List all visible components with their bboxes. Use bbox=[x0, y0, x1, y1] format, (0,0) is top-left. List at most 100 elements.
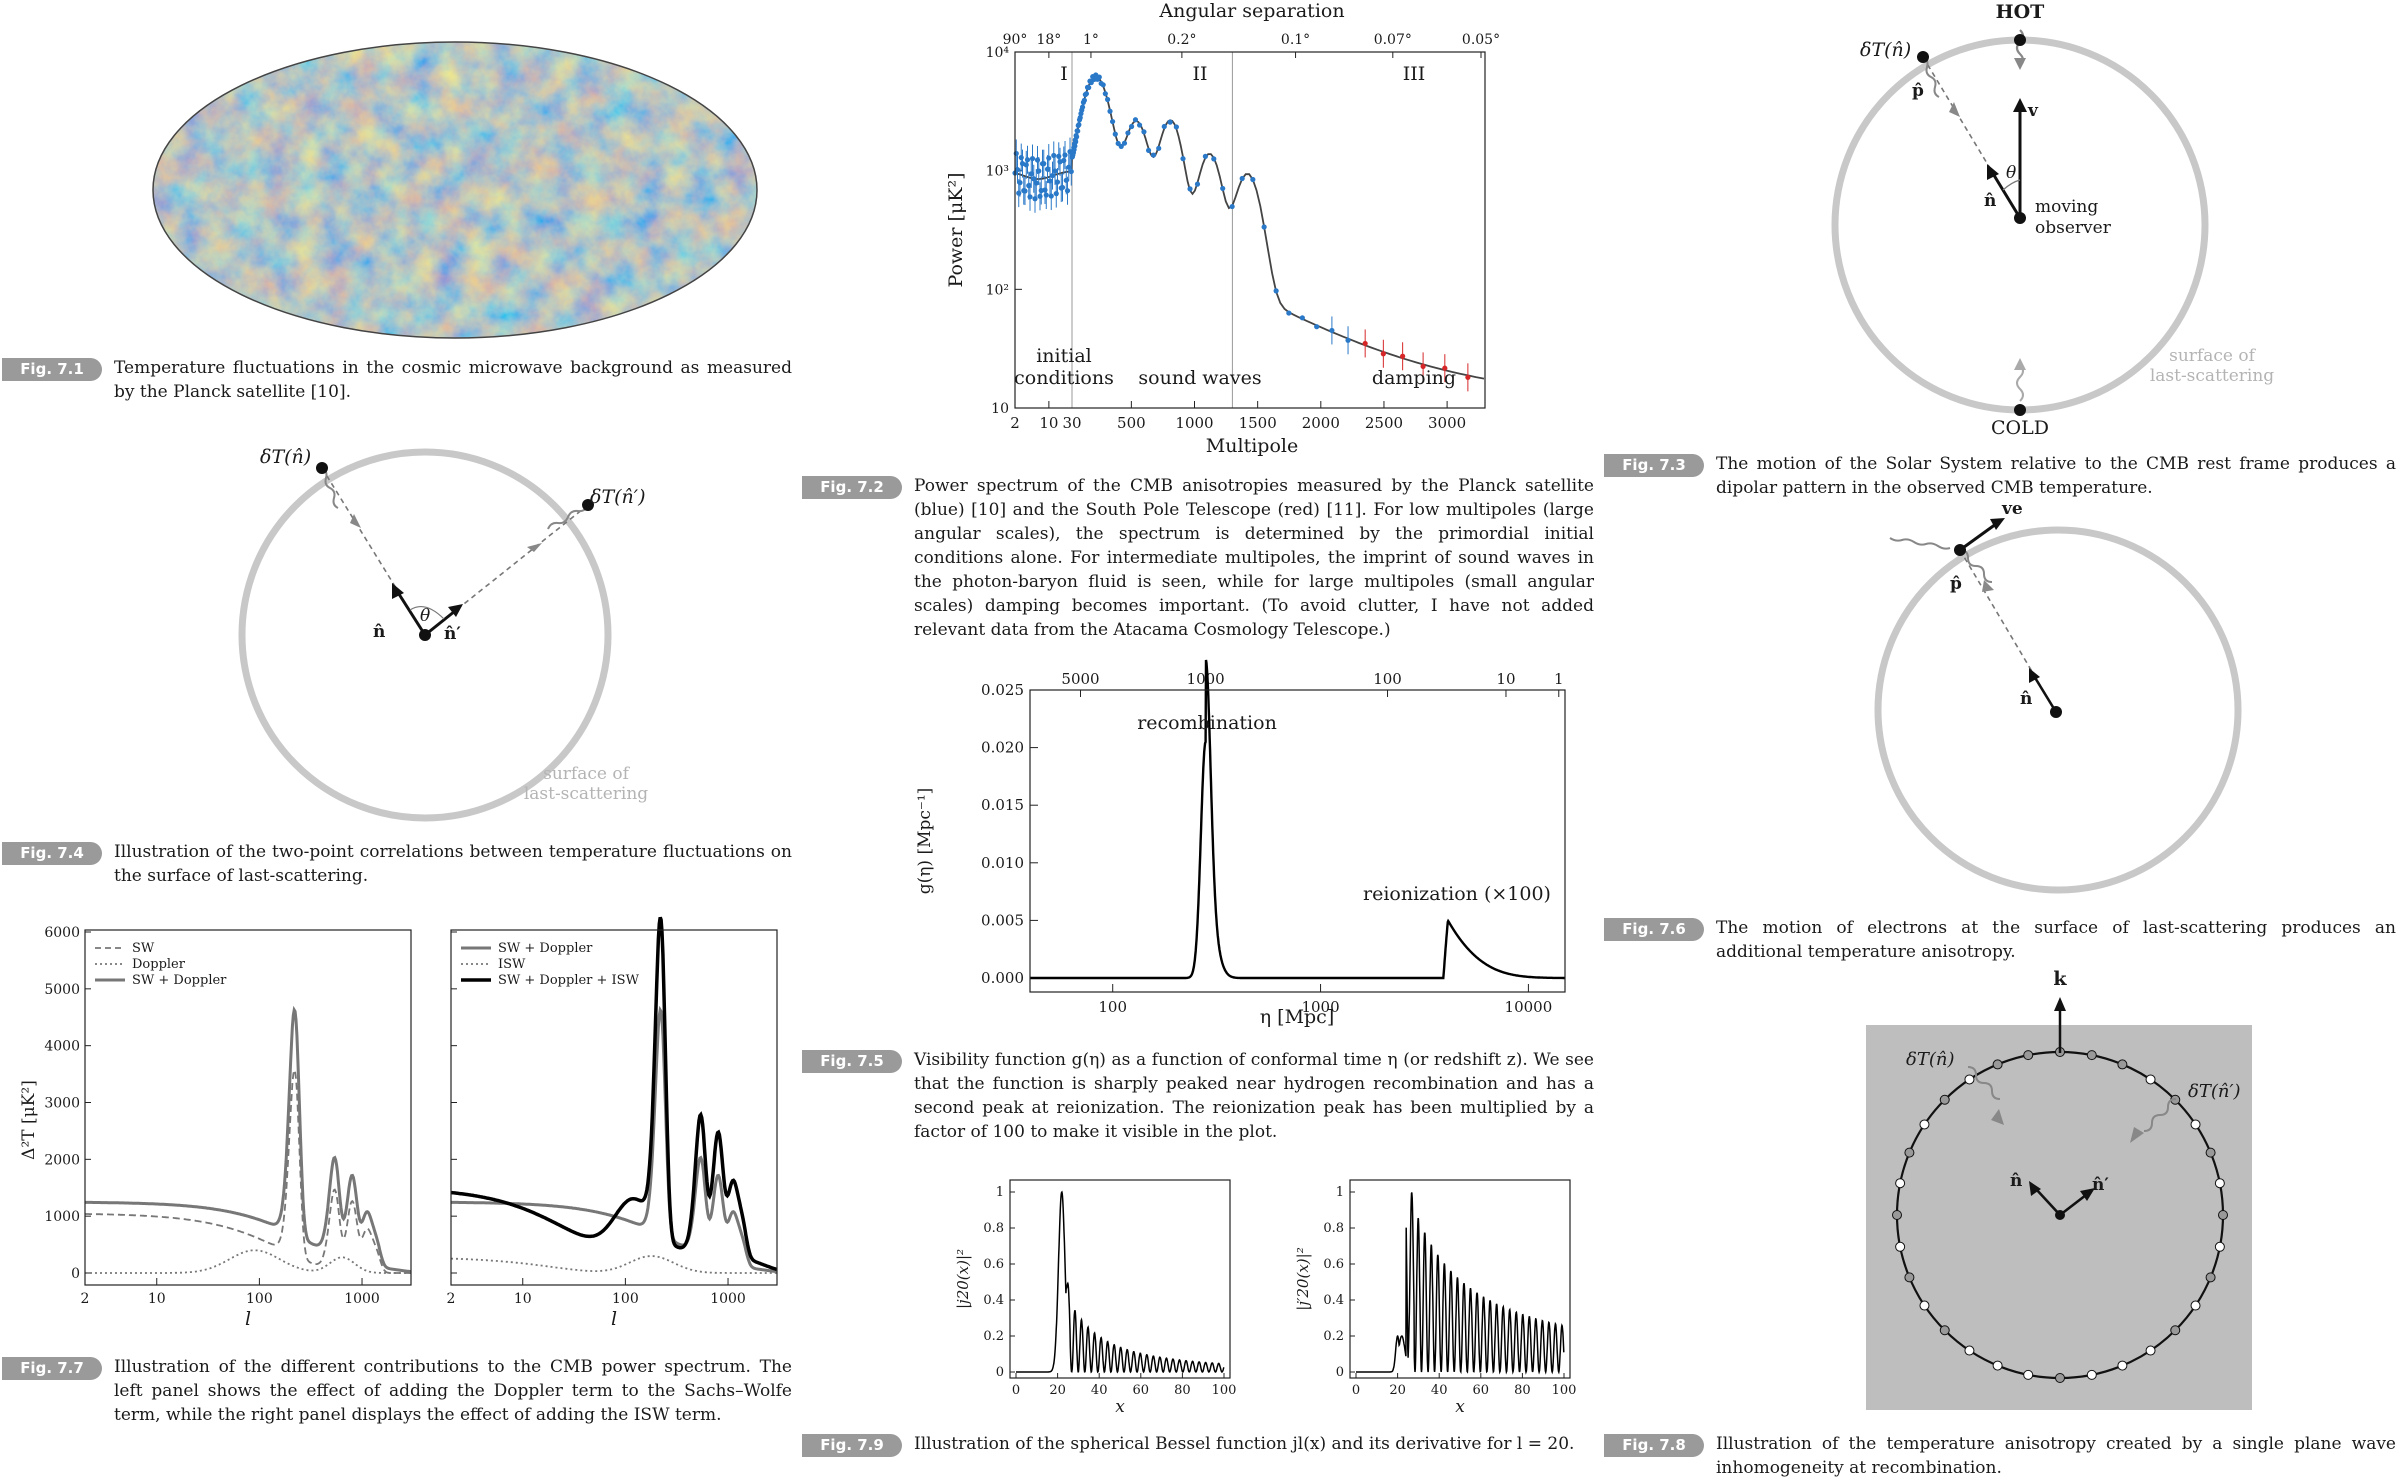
x-axis-label-right: x bbox=[1455, 1397, 1465, 1417]
x-tick-label: 60 bbox=[1133, 1383, 1150, 1398]
top-axis-label: Angular separation bbox=[1158, 0, 1344, 22]
x-tick-label: 1000 bbox=[1175, 414, 1213, 432]
planck-point bbox=[1075, 128, 1081, 134]
caption-fig-7-4: Fig. 7.4 Illustration of the two-point c… bbox=[2, 840, 792, 890]
x-tick-label: 2500 bbox=[1365, 414, 1403, 432]
planck-point bbox=[1118, 143, 1124, 150]
caption-fig-7-9: Fig. 7.9 Illustration of the spherical B… bbox=[802, 1432, 1594, 1462]
x-axis-label-left: x bbox=[1115, 1397, 1125, 1417]
planck-point bbox=[1121, 140, 1128, 146]
x-tick-label: 2 bbox=[447, 1291, 456, 1307]
y-axis-label-left: |j20(x)|² bbox=[954, 1249, 972, 1309]
circle-marker bbox=[1919, 1119, 1930, 1130]
planck-point bbox=[1286, 310, 1292, 316]
x-tick-label: 1000 bbox=[344, 1291, 380, 1307]
label-initial: initial bbox=[1036, 345, 1092, 367]
y-tick-label: 1 bbox=[1336, 1185, 1344, 1200]
circle-marker bbox=[2117, 1059, 2128, 1070]
planck-point bbox=[1077, 115, 1083, 121]
bessel-derivative-curve bbox=[1356, 1192, 1565, 1375]
y-tick-label: 10⁴ bbox=[986, 45, 1010, 61]
legend-right: SW + Doppler ISW SW + Doppler + ISW bbox=[461, 941, 640, 988]
caption-text: The motion of the Solar System relative … bbox=[1716, 454, 2396, 498]
y-tick-label: 0.000 bbox=[981, 969, 1024, 987]
circle-marker bbox=[2190, 1300, 2201, 1311]
electron-motion-diagram: ve p̂ n̂ bbox=[1874, 499, 2242, 894]
x-tick-label: 60 bbox=[1473, 1383, 1490, 1398]
dT-n-label: δT(n̂) bbox=[260, 446, 311, 468]
n-hat-prime-label: n̂′ bbox=[2092, 1175, 2109, 1195]
x-tick-label: 100 bbox=[612, 1291, 639, 1307]
planck-point bbox=[1107, 108, 1113, 114]
x-tick-label: 1000 bbox=[1301, 998, 1339, 1016]
figure-tag: Fig. 7.6 bbox=[1604, 918, 1704, 941]
label-damping: damping bbox=[1372, 367, 1456, 389]
sw-doppler-curve-right bbox=[451, 1005, 777, 1274]
circle-marker bbox=[1964, 1074, 1975, 1085]
n-hat-label: n̂ bbox=[373, 622, 385, 642]
y-tick-label: 0.2 bbox=[1323, 1329, 1344, 1344]
x-tick-label: 40 bbox=[1431, 1383, 1448, 1398]
circle-marker bbox=[2170, 1325, 2181, 1336]
sw-doppler-curve bbox=[85, 1005, 411, 1274]
circle-marker bbox=[2214, 1178, 2225, 1189]
isw-curve bbox=[451, 1255, 777, 1274]
planck-point bbox=[1102, 91, 1108, 97]
power-spectrum-chart: Angular separation 90° 18° 1° 0.2° 0.1° 0.07°… bbox=[945, 0, 1500, 457]
y-tick-label: 5000 bbox=[44, 982, 80, 998]
x-tick-label: 0 bbox=[1012, 1383, 1020, 1398]
circle-marker bbox=[2145, 1074, 2156, 1085]
y-axis-label-right: |j′20(x)|² bbox=[1294, 1247, 1312, 1310]
model-curve bbox=[1014, 76, 1485, 380]
circle-marker bbox=[1992, 1360, 2003, 1371]
y-axis-label: Δ²T [μK²] bbox=[19, 1080, 39, 1160]
x-tick-label: 1500 bbox=[1239, 414, 1277, 432]
planck-point bbox=[1096, 74, 1102, 80]
y-tick-label: 3000 bbox=[44, 1096, 80, 1112]
n-hat-label: n̂ bbox=[1984, 191, 1996, 211]
planck-point bbox=[1273, 288, 1279, 294]
circle-marker bbox=[2205, 1272, 2216, 1283]
planck-point bbox=[1128, 123, 1135, 130]
y-tick-label: 0.020 bbox=[981, 739, 1024, 757]
planck-point bbox=[1076, 122, 1082, 128]
planck-point bbox=[1100, 82, 1106, 88]
planck-point bbox=[1299, 315, 1305, 321]
x-tick-label: 10 bbox=[514, 1291, 532, 1307]
planck-point bbox=[1156, 145, 1162, 151]
n-hat-prime-label: n̂′ bbox=[444, 624, 461, 644]
ve-label: ve bbox=[2001, 499, 2023, 519]
n-hat-label: n̂ bbox=[2010, 1171, 2022, 1191]
caption-text: The motion of electrons at the surface o… bbox=[1716, 918, 2396, 962]
annotation-reionization: reionization (×100) bbox=[1363, 883, 1551, 905]
two-point-diagram: δT(n̂) δT(n̂′) θ n̂ n̂′ surface of last-… bbox=[238, 446, 648, 822]
surface-label-1: surface of bbox=[2169, 346, 2256, 366]
planck-point bbox=[1261, 224, 1267, 230]
dipole-diagram: HOT COLD δT(n̂) p̂ v θ n̂ moving observe… bbox=[1831, 1, 2274, 439]
y-axis-label: Power [μK²] bbox=[945, 172, 967, 287]
planck-point bbox=[1105, 96, 1111, 103]
region-I: I bbox=[1060, 63, 1068, 85]
region-II: II bbox=[1192, 63, 1207, 85]
legend-sw-doppler-isw: SW + Doppler + ISW bbox=[498, 973, 640, 988]
planck-point bbox=[1125, 130, 1131, 136]
planck-point bbox=[1229, 203, 1235, 210]
circle-marker bbox=[1895, 1178, 1906, 1189]
planck-point bbox=[1112, 131, 1118, 137]
planck-point bbox=[1073, 139, 1079, 145]
caption-fig-7-5: Fig. 7.5 Visibility function g(η) as a f… bbox=[802, 1048, 1594, 1148]
circle-marker bbox=[1919, 1300, 1930, 1311]
cold-label: COLD bbox=[1991, 417, 2049, 439]
caption-fig-7-7: Fig. 7.7 Illustration of the different c… bbox=[2, 1355, 792, 1430]
x-axis-label: Multipole bbox=[1206, 435, 1298, 457]
planck-point bbox=[1211, 156, 1217, 162]
x-tick-label: 10 bbox=[148, 1291, 166, 1307]
surface-label-2: last-scattering bbox=[2150, 366, 2274, 386]
x-tick-label: 10000 bbox=[1505, 998, 1553, 1016]
y-tick-label: 0 bbox=[1336, 1365, 1344, 1380]
circle-marker bbox=[2086, 1050, 2097, 1061]
x-tick-label: 2 bbox=[1010, 414, 1020, 432]
y-tick-label: 0.025 bbox=[981, 681, 1024, 699]
legend-doppler: Doppler bbox=[132, 957, 186, 972]
theta-label: θ bbox=[420, 606, 430, 626]
